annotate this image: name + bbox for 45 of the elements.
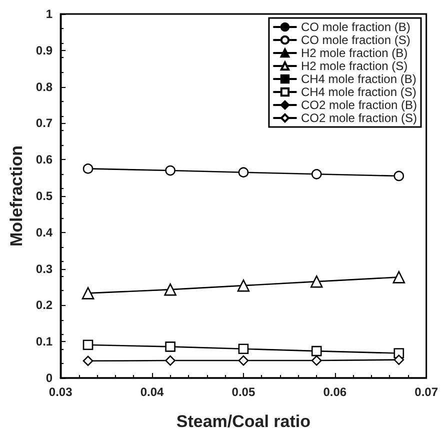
- y-tick-label: 0.5: [36, 189, 53, 203]
- point: [394, 170, 404, 182]
- x-tick-label: 0.04: [140, 385, 164, 399]
- point: [82, 356, 94, 366]
- legend-label: H2 mole fraction (S): [300, 59, 408, 73]
- legend-label: CO2 mole fraction (B): [300, 98, 418, 112]
- point: [238, 355, 249, 366]
- y-axis-title: Molefraction: [7, 145, 26, 247]
- point: [310, 275, 323, 288]
- y-tick-label: 0.3: [36, 262, 53, 276]
- x-tick-label: 0.05: [232, 385, 256, 399]
- point: [82, 287, 94, 300]
- y-tick-label: 0: [46, 371, 53, 385]
- y-tick-label: 0.7: [36, 116, 53, 130]
- y-tick-label: 0.1: [36, 334, 53, 349]
- legend-label: H2 mole fraction (B): [300, 46, 408, 60]
- point: [164, 283, 176, 296]
- point: [311, 169, 322, 180]
- legend-label: CO mole fraction (S): [300, 33, 410, 47]
- x-tick-label: 0.03: [48, 385, 73, 399]
- y-tick-label: 0.4: [36, 225, 53, 240]
- x-axis-title: Steam/Coal ratio: [176, 412, 311, 431]
- legend-label: CO2 mole fraction (S): [300, 111, 418, 125]
- point: [82, 164, 94, 174]
- point: [82, 340, 94, 350]
- point: [238, 167, 249, 178]
- legend-label: CO mole fraction (B): [300, 20, 410, 34]
- legend-label: CH4 mole fraction (B): [300, 72, 416, 86]
- y-tick-label: 0.2: [36, 298, 53, 312]
- y-tick-label: 0.6: [36, 152, 53, 167]
- y-tick-label: 1: [46, 7, 53, 21]
- point: [165, 342, 176, 352]
- point: [311, 355, 322, 366]
- y-tick-label: 0.8: [36, 80, 53, 94]
- x-tick-label: 0.07: [414, 385, 438, 399]
- x-tick-label: 0.06: [323, 385, 347, 399]
- point: [392, 271, 406, 284]
- y-tick-label: 0.9: [36, 43, 53, 58]
- point: [238, 344, 249, 354]
- point: [165, 355, 176, 366]
- point: [237, 279, 250, 292]
- legend-label: CH4 mole fraction (S): [300, 85, 416, 99]
- point: [311, 346, 322, 356]
- point: [165, 165, 176, 176]
- point: [394, 354, 404, 365]
